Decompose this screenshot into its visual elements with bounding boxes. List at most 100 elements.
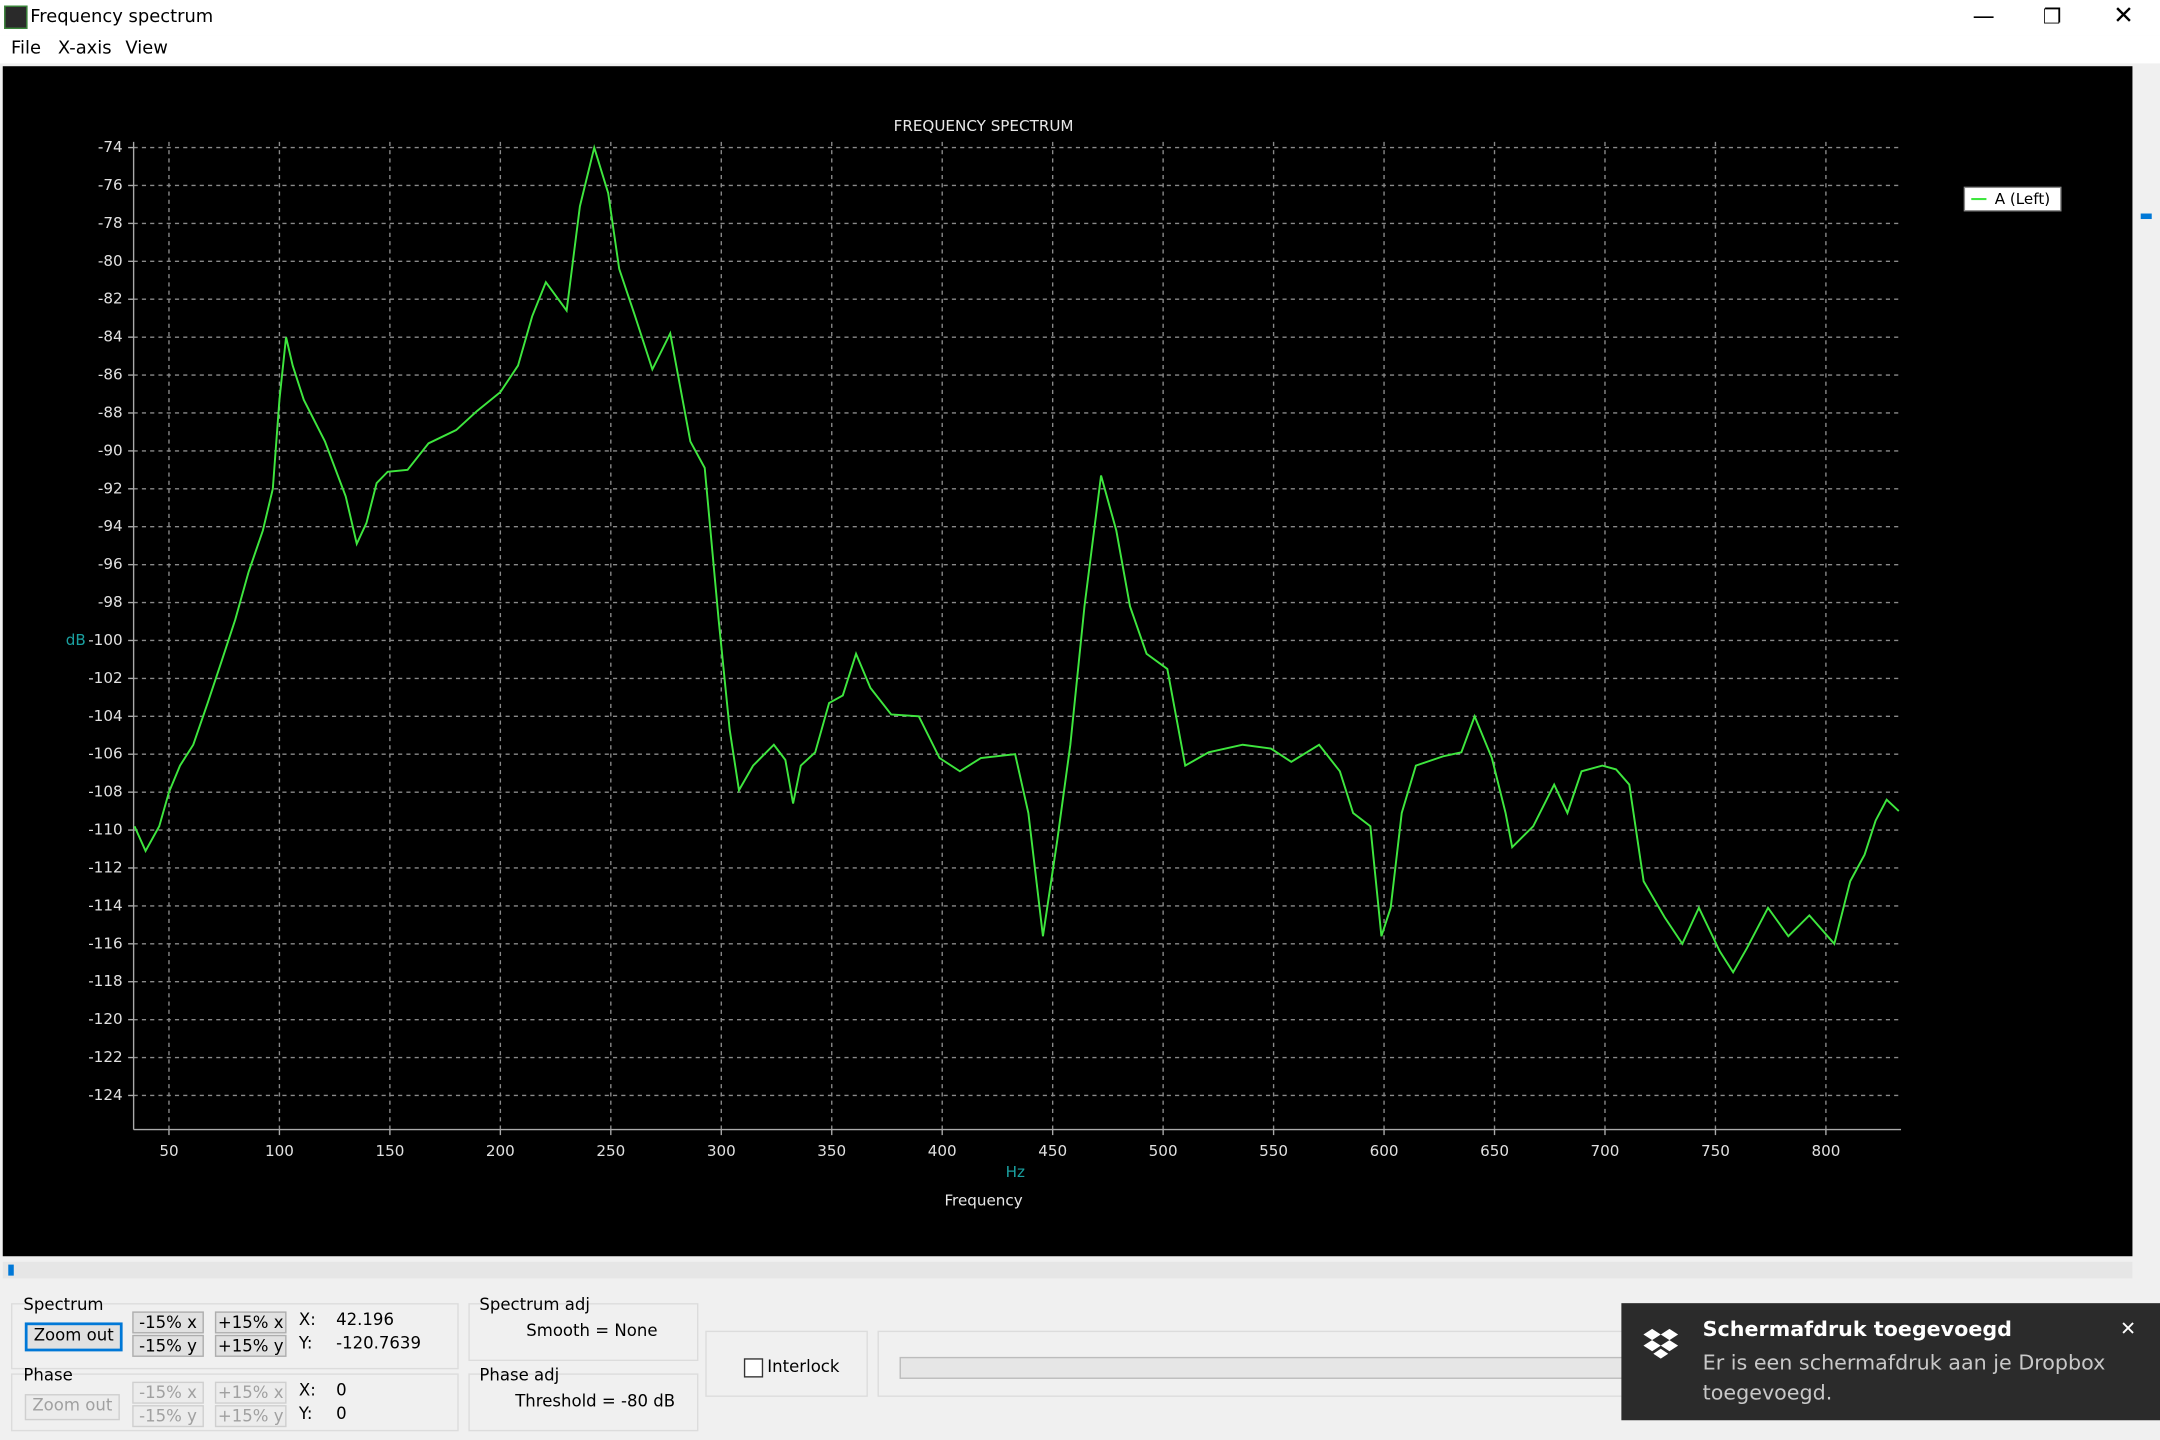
zoom-button[interactable]: -15% y [132,1334,204,1357]
notification-title: Schermafdruk toegevoegd [1702,1316,2012,1342]
x-tick-label: 350 [817,1142,846,1160]
y-tick-label: -98 [98,593,123,611]
x-tick-label: 300 [707,1142,736,1160]
interlock-group [705,1330,868,1397]
y-tick-label: -92 [98,479,123,497]
y-tick-label: -120 [88,1010,122,1028]
y-tick-label: -110 [88,821,122,839]
y-tick-label: -76 [98,176,123,194]
chart: FREQUENCY SPECTRUM dB Hz Frequency -124 -… [2,66,2158,1257]
x-tick-label: 150 [375,1142,404,1160]
y-tick-label: -114 [88,896,122,914]
cursor-value: 42.196 [336,1310,394,1330]
close[interactable]: ✕ [2113,1,2134,31]
cursor-value: -120.7639 [336,1333,421,1353]
group-label: Phase adj [479,1365,560,1385]
y-tick-label: -104 [88,707,122,725]
checkbox[interactable] [743,1358,764,1378]
cursor-label: Y: [298,1403,313,1424]
restore[interactable]: ❐ [2042,4,2062,29]
progress-bar [899,1356,1647,1379]
y-tick-label: -124 [88,1086,122,1104]
zoom-button[interactable]: +15% x [214,1311,287,1334]
zoom-out[interactable]: Zoom out [24,1322,123,1352]
chart-title: FREQUENCY SPECTRUM [894,117,1074,135]
phase-adj-group [468,1373,699,1432]
y-tick-label: -102 [88,669,122,687]
y-tick-label: -74 [98,138,123,156]
zoom-button[interactable]: -15% y [132,1405,204,1428]
checkbox-label: Interlock [767,1356,840,1377]
setting-text: Threshold = -80 dB [515,1391,676,1411]
chart-background [2,66,2133,1257]
scroll-thumb[interactable] [2140,213,2152,220]
y-tick-label: -94 [98,517,123,535]
notification[interactable] [1621,1303,2160,1421]
zoom-button[interactable]: -15% x [132,1311,204,1334]
y-tick-label: -82 [98,290,123,308]
cursor-value: 0 [336,1380,347,1400]
y-tick-label: -100 [88,631,122,649]
scrollbar[interactable] [2135,66,2158,1257]
menu-item[interactable]: File [11,38,42,60]
y-tick-label: -106 [88,745,122,763]
x-tick-label: 750 [1701,1142,1730,1160]
notification-close[interactable]: ✕ [2120,1318,2137,1341]
x-tick-label: 600 [1370,1142,1399,1160]
x-tick-label: 200 [486,1142,515,1160]
x-tick-label: 450 [1038,1142,1067,1160]
cursor-label: Y: [298,1333,313,1353]
x-tick-label: 100 [265,1142,294,1160]
y-tick-label: -96 [98,555,123,573]
zoom-button[interactable]: +15% y [214,1405,287,1428]
zoom-button[interactable]: +15% x [214,1381,287,1404]
h-scrollbar[interactable] [2,1261,2133,1279]
y-tick-label: -84 [98,328,123,346]
zoom-out[interactable]: Zoom out [24,1394,120,1421]
menu-item[interactable]: X-axis [57,38,112,60]
y-axis-label: dB [66,631,86,649]
title-bar [0,0,2160,36]
legend-label: A (Left) [1995,190,2050,208]
cursor-value: 0 [336,1403,347,1424]
y-tick-label: -78 [98,214,123,232]
group-label: Phase [23,1365,73,1385]
y-tick-label: -116 [88,934,122,952]
x-tick-label: 700 [1591,1142,1620,1160]
cursor-label: X: [298,1310,316,1330]
x-tick-label: 550 [1259,1142,1288,1160]
h-scroll-thumb[interactable] [8,1264,14,1276]
y-tick-label: -80 [98,252,123,270]
zoom-button[interactable]: -15% x [132,1381,204,1404]
legend-box [1963,186,2062,212]
y-tick-label: -88 [98,403,123,421]
group-label: Spectrum [23,1294,104,1315]
zoom-button[interactable]: +15% y [214,1334,287,1357]
menu-item[interactable]: View [125,38,168,60]
notification-body: Er is een schermafdruk aan je Dropbox to… [1702,1350,2106,1406]
menu-bar [0,35,2160,64]
window-title: Frequency spectrum [30,6,214,28]
x-axis-label: Frequency [944,1192,1022,1210]
y-tick-label: -86 [98,366,123,384]
x-tick-label: 800 [1811,1142,1840,1160]
setting-text: Smooth = None [526,1321,658,1341]
x-axis-unit: Hz [1006,1163,1025,1181]
y-tick-label: -90 [98,441,123,459]
y-tick-label: -122 [88,1048,122,1066]
x-tick-label: 250 [596,1142,625,1160]
x-tick-label: 650 [1480,1142,1509,1160]
series-line [133,143,1900,975]
group-label: Spectrum adj [479,1294,590,1315]
x-tick-label: 50 [159,1142,178,1160]
app-icon [4,5,28,29]
spectrum-adj-group [468,1303,699,1362]
cursor-label: X: [298,1380,316,1400]
dropbox-icon [1643,1328,1679,1359]
y-tick-label: -118 [88,972,122,990]
minimize[interactable]: — [1972,2,1995,29]
y-tick-label: -108 [88,783,122,801]
x-tick-label: 500 [1149,1142,1178,1160]
